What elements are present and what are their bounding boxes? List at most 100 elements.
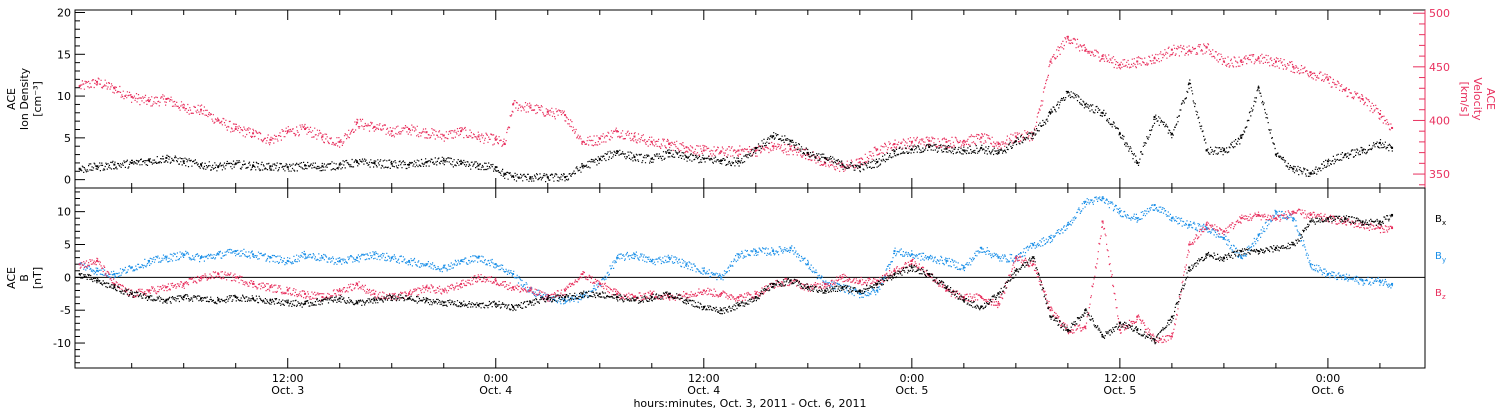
by-point [477,256,480,259]
bz-point [113,282,116,285]
by-point [182,253,185,256]
bz-point [338,289,341,292]
by-point [338,259,341,262]
by-point [876,289,879,292]
bx-point [373,299,376,302]
by-point [1049,236,1052,239]
velocity-point [616,130,619,133]
velocity-point [928,139,931,142]
bz-point [650,292,653,295]
velocity-point [252,132,255,135]
bz-point [217,273,220,276]
bz-point [252,282,255,285]
time-axis-label: hours:minutes, Oct. 3, 2011 - Oct. 6, 20… [633,397,866,410]
legend-subscript: y [1442,256,1446,264]
density-tick-label: 5 [64,132,71,145]
by-point [165,256,168,259]
by-point [962,266,965,269]
bx-point [702,305,705,308]
bz-point [1101,220,1104,223]
by-series [78,196,1394,305]
bz-point [1084,325,1087,328]
bx-point [286,301,289,304]
velocity-point [564,114,567,117]
density-point [130,161,133,164]
velocity-point [304,128,307,131]
by-point [96,269,99,272]
velocity-axis-label: ACEVelocity[km/s] [1458,77,1497,121]
bx-point-cloud [79,214,1393,345]
bz-point [720,292,723,295]
bz-point [737,296,740,299]
bx-point [96,279,99,282]
bx-point [1257,250,1260,253]
density-series [78,79,1394,183]
density-point [1153,115,1156,118]
density-point [1361,149,1364,152]
bx-point [1188,266,1191,269]
density-point-cloud [79,79,1393,183]
density-point [182,160,185,163]
by-point [460,259,463,262]
velocity-point [980,136,983,139]
velocity-point [650,140,653,143]
density-tick-label: 15 [57,48,71,61]
velocity-point [1240,59,1243,62]
by-point [200,256,203,259]
by-point [650,259,653,262]
density-point [425,161,428,164]
by-point [1066,223,1069,226]
bz-point [200,276,203,279]
time-tick-label: 0:00 [483,372,508,385]
velocity-point [1309,71,1312,74]
bx-point [217,299,220,302]
bx-point [390,296,393,299]
bz-point [477,276,480,279]
density-point [962,149,965,152]
magnetic-tick-group: -10 -5 0 5 10 [53,191,1425,364]
time-tick-label: 12:00 [272,372,304,385]
velocity-tick-label: 400 [1429,114,1450,127]
bz-series [78,208,1394,344]
bz-point [1014,256,1017,259]
by-point [633,253,636,256]
bz-point [1309,213,1312,216]
bz-point [460,282,463,285]
by-point [252,253,255,256]
bz-point [876,279,879,282]
by-point [1344,276,1347,279]
field-tick-label: -5 [60,304,71,317]
by-point [893,250,896,253]
bz-point [356,282,359,285]
velocity-point [668,143,671,146]
bx-point [893,273,896,276]
velocity-point [269,138,272,141]
bx-point [356,301,359,304]
bx-point [772,282,775,285]
bz-point [1188,243,1191,246]
density-point [503,173,506,176]
bz-point [1170,335,1173,338]
bx-point [720,309,723,312]
bx-point [425,299,428,302]
time-tick-label: 0:00 [899,372,924,385]
velocity-point [503,143,506,146]
by-point [1222,236,1225,239]
density-point [165,156,168,159]
bz-point [234,276,237,279]
velocity-point [824,162,827,165]
bz-point [1032,263,1035,266]
density-point [1391,146,1394,149]
bx-point [997,292,1000,295]
bx-point [1205,253,1208,256]
velocity-point [512,103,515,106]
plasma-data-group [78,35,1394,183]
density-point [96,165,99,168]
by-point [442,266,445,269]
by-point [772,250,775,253]
bz-point [824,282,827,285]
by-point [373,253,376,256]
